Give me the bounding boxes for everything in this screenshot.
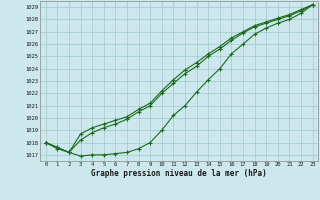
X-axis label: Graphe pression niveau de la mer (hPa): Graphe pression niveau de la mer (hPa)	[91, 169, 267, 178]
